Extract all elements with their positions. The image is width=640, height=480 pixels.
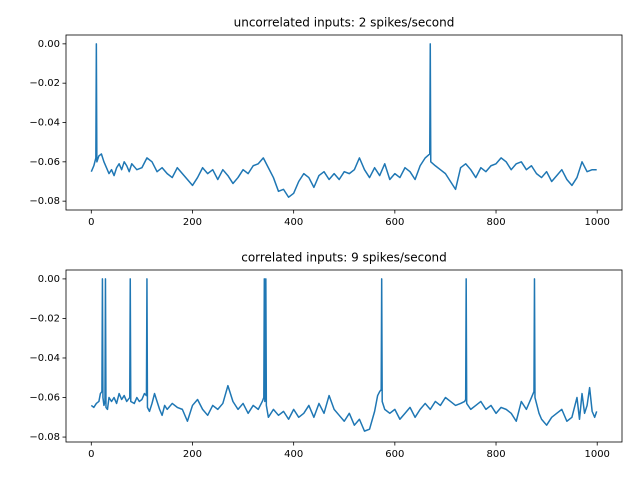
x-tick-label: 0 bbox=[88, 449, 94, 460]
x-tick-label: 0 bbox=[88, 217, 94, 228]
y-tick-label: −0.04 bbox=[29, 118, 60, 129]
x-tick-label: 400 bbox=[284, 217, 303, 228]
chart-title: uncorrelated inputs: 2 spikes/second bbox=[234, 16, 455, 30]
y-tick-label: −0.08 bbox=[29, 196, 60, 207]
x-tick-label: 200 bbox=[183, 217, 202, 228]
x-tick-label: 600 bbox=[385, 449, 404, 460]
x-tick-label: 600 bbox=[385, 217, 404, 228]
x-tick-label: 800 bbox=[486, 217, 505, 228]
x-tick-label: 800 bbox=[486, 449, 505, 460]
x-tick-label: 1000 bbox=[584, 449, 609, 460]
line bbox=[90, 43, 597, 198]
line bbox=[90, 278, 598, 432]
y-tick-label: −0.06 bbox=[29, 157, 60, 168]
y-tick-label: −0.02 bbox=[29, 78, 60, 89]
y-tick-label: −0.08 bbox=[29, 432, 60, 443]
y-tick-label: 0.00 bbox=[38, 39, 60, 50]
x-tick-label: 200 bbox=[183, 449, 202, 460]
chart-title: correlated inputs: 9 spikes/second bbox=[241, 251, 447, 265]
x-tick-label: 1000 bbox=[584, 217, 609, 228]
axes-frame bbox=[65, 34, 623, 211]
y-tick-label: −0.06 bbox=[29, 393, 60, 404]
y-tick-label: 0.00 bbox=[38, 274, 60, 285]
x-tick-label: 400 bbox=[284, 449, 303, 460]
axes-frame bbox=[65, 269, 623, 443]
y-tick-label: −0.04 bbox=[29, 353, 60, 364]
y-tick-label: −0.02 bbox=[29, 313, 60, 324]
